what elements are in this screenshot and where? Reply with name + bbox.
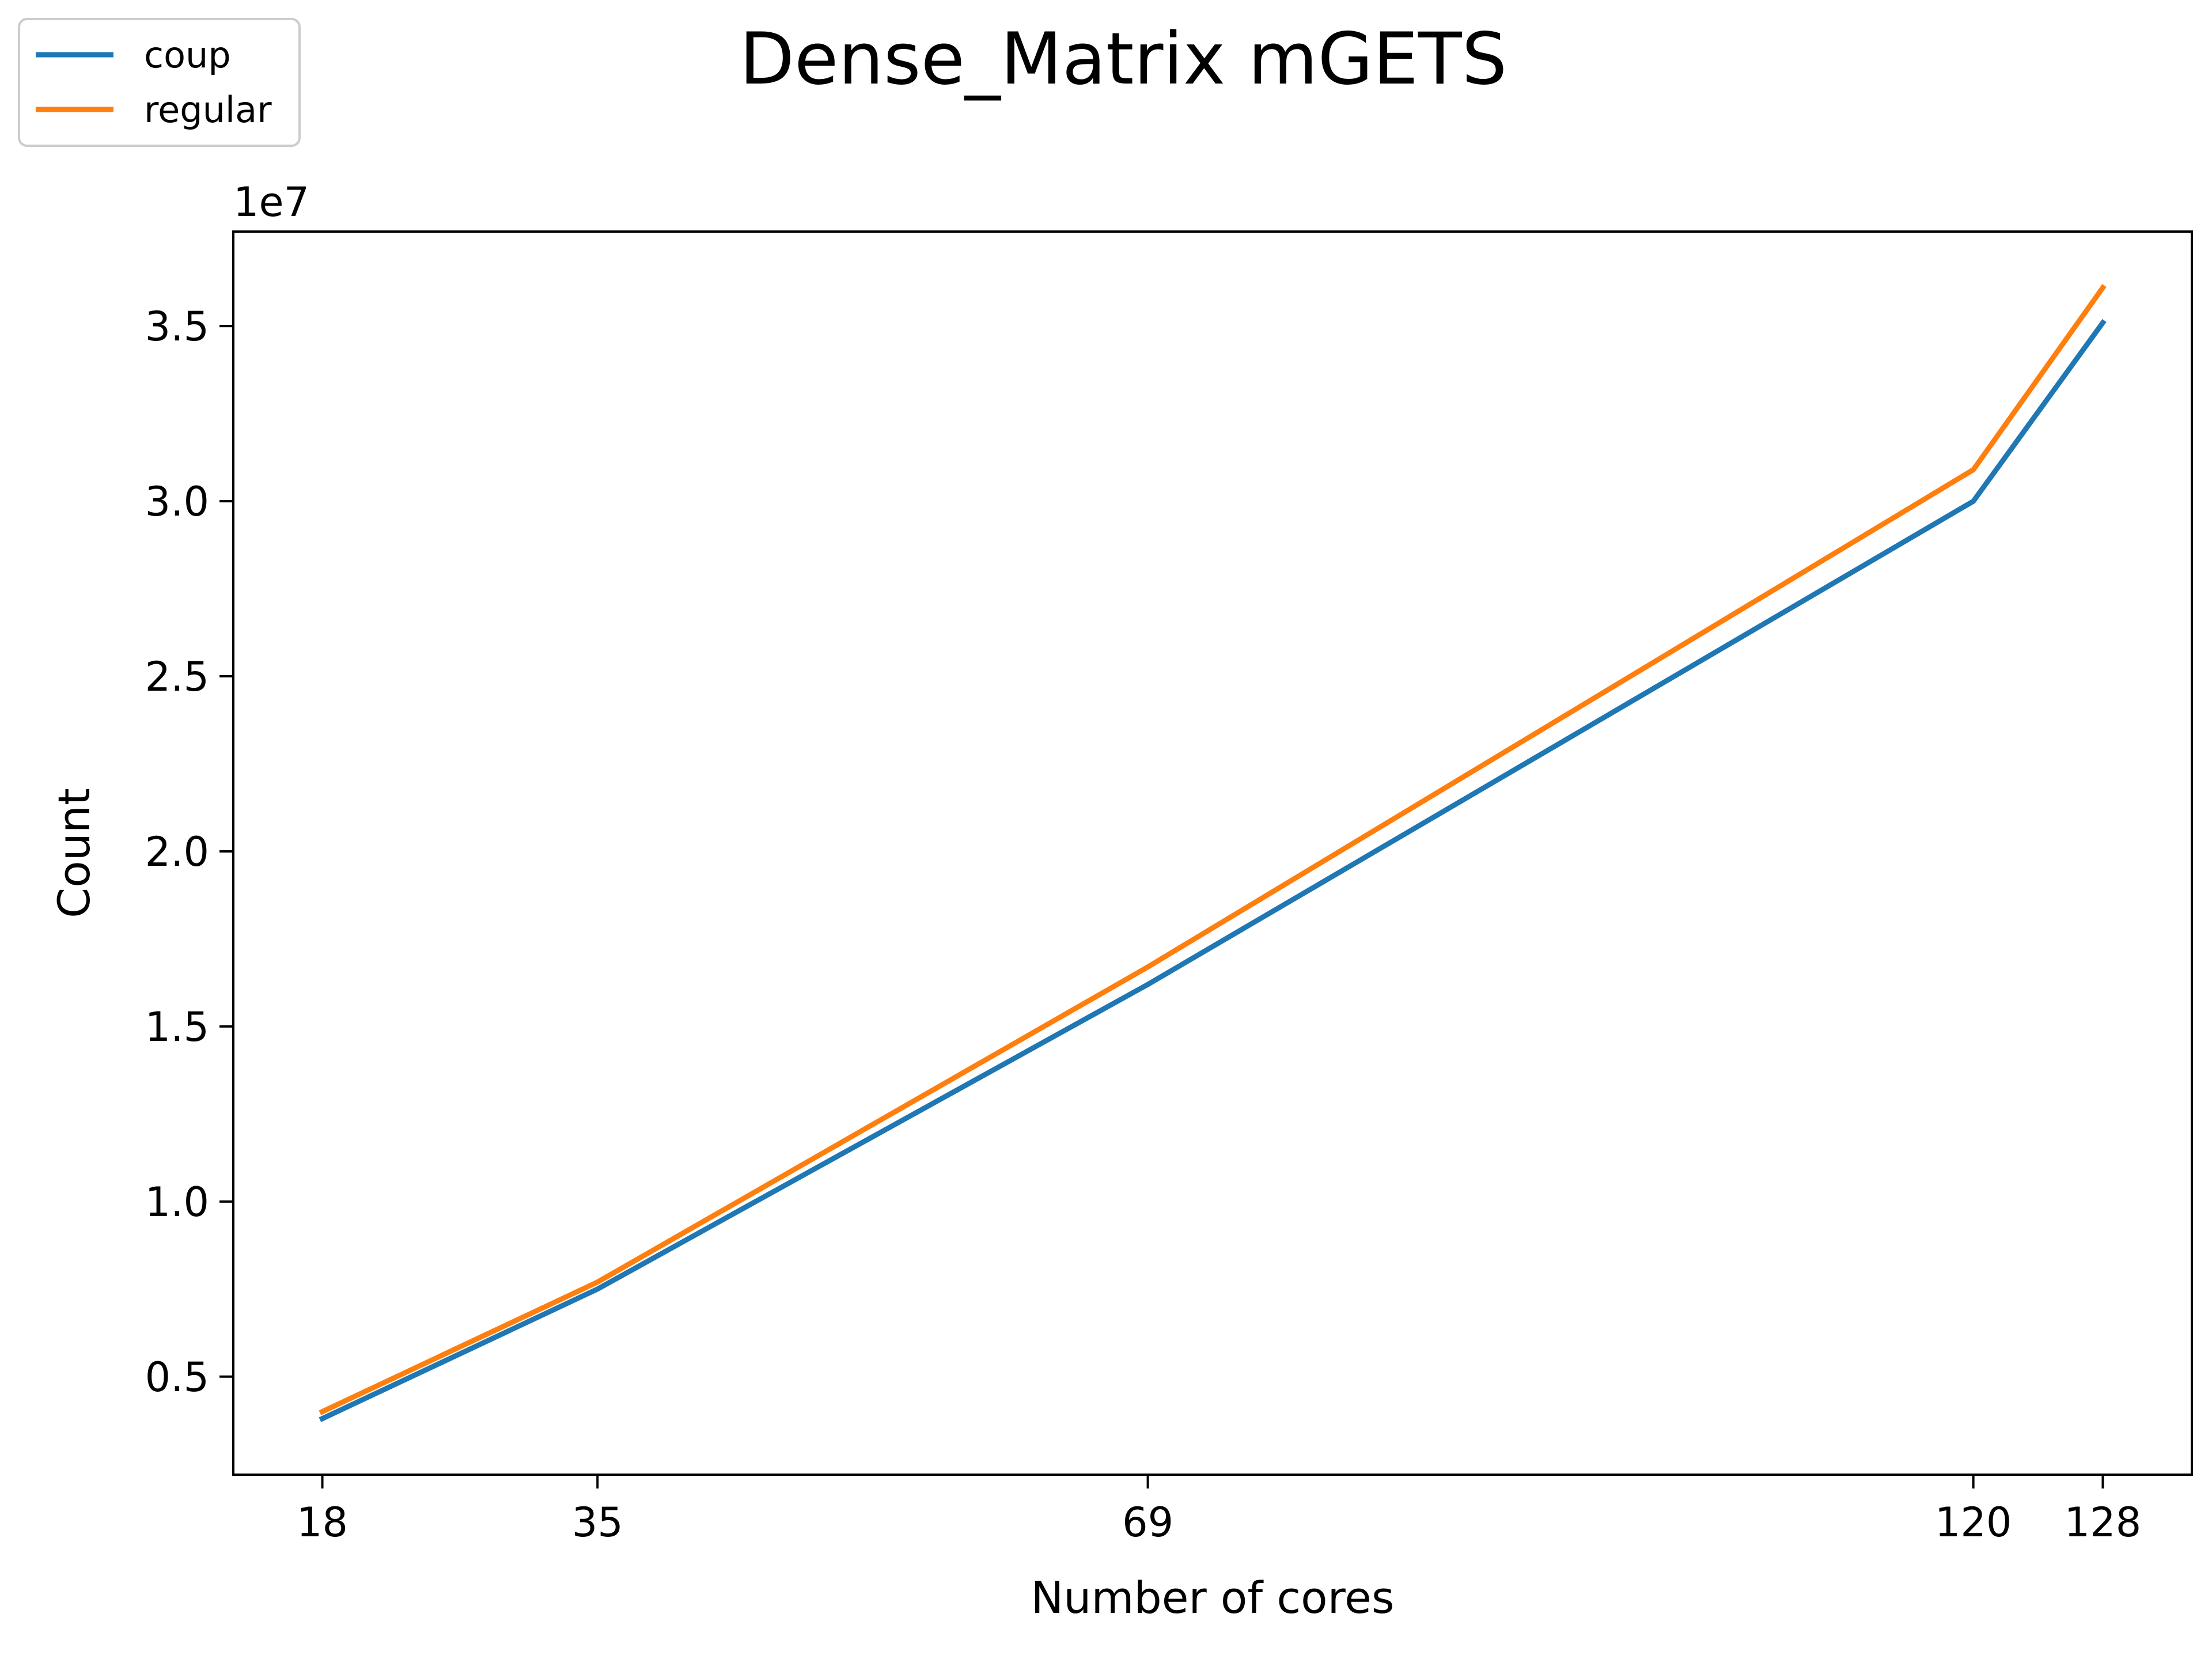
x-tick-label: 35 <box>572 1499 623 1546</box>
y-tick-label: 2.5 <box>145 653 209 700</box>
y-tick-label: 2.0 <box>145 828 209 876</box>
x-axis-ticks: 18 35 69 120 128 <box>297 1475 2141 1546</box>
series-line-coup <box>319 319 2107 1422</box>
x-axis-label: Number of cores <box>1031 1572 1394 1623</box>
legend-box <box>18 18 301 147</box>
series-line-regular <box>319 284 2107 1415</box>
chart-title: Dense_Matrix mGETS <box>740 18 1508 101</box>
x-tick-label: 18 <box>297 1499 348 1546</box>
plot-lines <box>319 284 2107 1422</box>
legend-label-regular: regular <box>144 89 272 131</box>
y-axis-label: Count <box>48 788 100 918</box>
legend: coup regular <box>18 18 301 147</box>
axes-frame <box>232 230 2193 1476</box>
x-tick-label: 128 <box>2065 1499 2142 1546</box>
y-offset-label: 1e7 <box>233 179 309 226</box>
y-tick-label: 1.5 <box>145 1003 209 1051</box>
legend-label-coup: coup <box>144 34 231 76</box>
y-tick-label: 3.0 <box>145 478 209 525</box>
x-tick-label: 120 <box>1935 1499 2012 1546</box>
y-tick-label: 1.0 <box>145 1179 209 1226</box>
y-tick-label: 0.5 <box>145 1354 209 1401</box>
y-axis-ticks: 0.5 1.0 1.5 2.0 2.5 3.0 3.5 <box>145 303 233 1401</box>
x-tick-label: 69 <box>1122 1499 1173 1546</box>
y-tick-label: 3.5 <box>145 303 209 350</box>
